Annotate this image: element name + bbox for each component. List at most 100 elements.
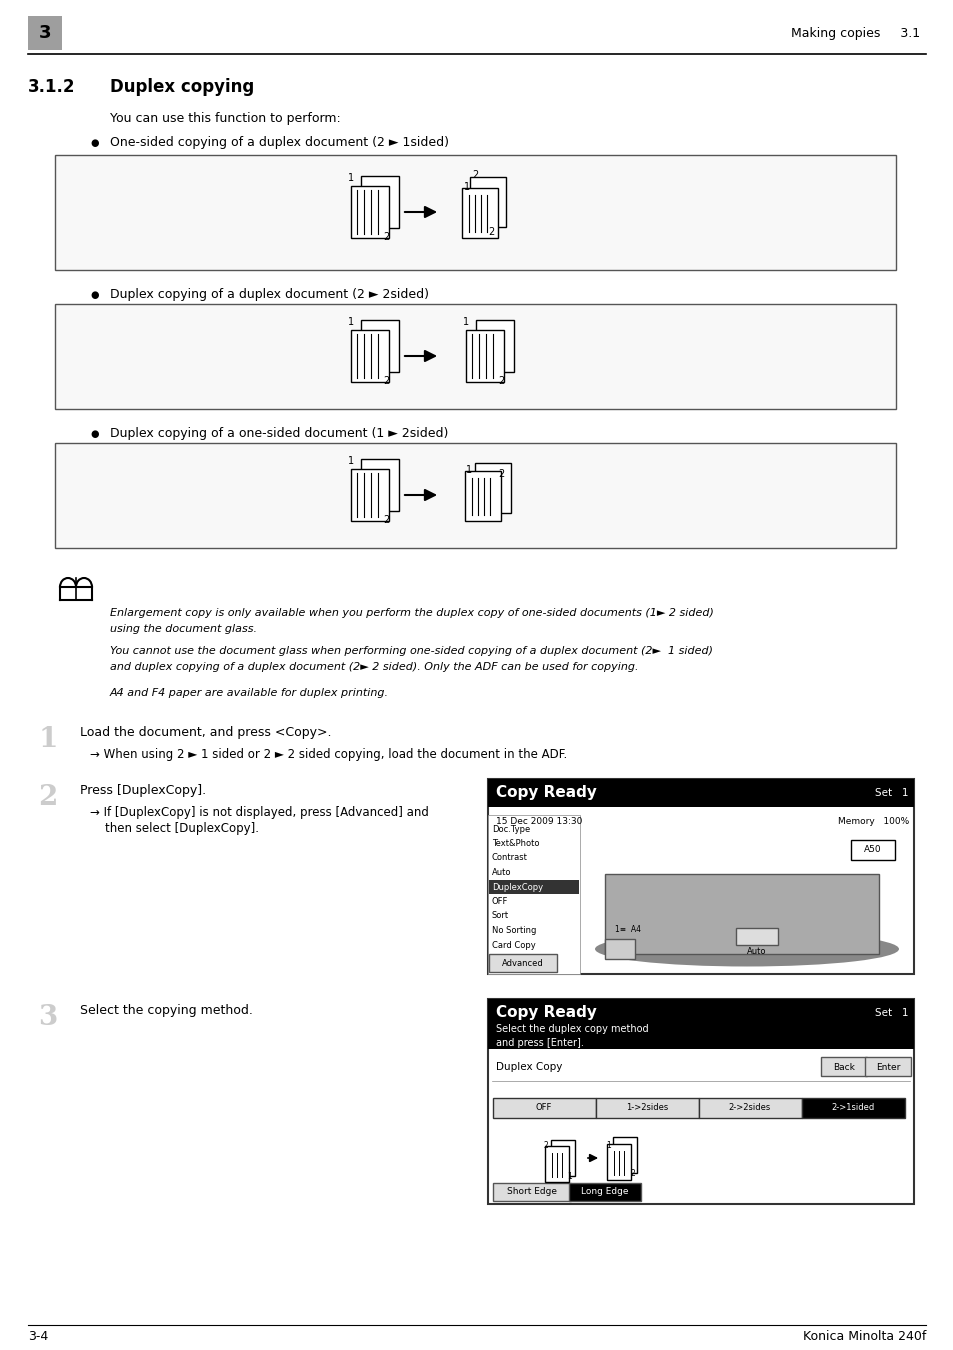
Bar xyxy=(55,443,895,548)
Text: ●: ● xyxy=(91,290,99,300)
FancyBboxPatch shape xyxy=(850,840,894,860)
Text: Duplex copying of a duplex document (2 ► 2sided): Duplex copying of a duplex document (2 ►… xyxy=(110,288,429,301)
Text: 1≡  A4: 1≡ A4 xyxy=(615,925,640,933)
Bar xyxy=(351,186,389,238)
Bar xyxy=(465,329,503,382)
Text: 1: 1 xyxy=(566,1172,571,1181)
Bar xyxy=(488,815,579,973)
Bar xyxy=(476,320,514,373)
FancyBboxPatch shape xyxy=(568,1183,640,1202)
Text: You cannot use the document glass when performing one-sided copying of a duplex : You cannot use the document glass when p… xyxy=(110,647,712,656)
Text: 2->1sided: 2->1sided xyxy=(830,1103,874,1112)
FancyBboxPatch shape xyxy=(596,1098,699,1118)
Text: Contrast: Contrast xyxy=(492,853,527,863)
Text: You can use this function to perform:: You can use this function to perform: xyxy=(110,112,340,126)
Text: 2: 2 xyxy=(498,468,504,479)
Text: 2->2sides: 2->2sides xyxy=(728,1103,770,1112)
Text: 2: 2 xyxy=(383,514,390,525)
Text: Text&Photo: Text&Photo xyxy=(492,838,539,848)
Text: Card Copy: Card Copy xyxy=(492,941,536,949)
FancyBboxPatch shape xyxy=(493,1098,596,1118)
Bar xyxy=(606,1143,630,1180)
Text: Memory   100%: Memory 100% xyxy=(837,817,908,825)
Text: → If [DuplexCopy] is not displayed, press [Advanced] and: → If [DuplexCopy] is not displayed, pres… xyxy=(90,806,429,819)
Bar xyxy=(551,1139,575,1176)
Ellipse shape xyxy=(595,931,898,967)
Bar xyxy=(544,1146,568,1183)
Text: and press [Enter].: and press [Enter]. xyxy=(496,1038,583,1048)
Text: 3-4: 3-4 xyxy=(28,1331,49,1343)
Text: 2: 2 xyxy=(38,784,57,811)
Bar xyxy=(488,779,913,807)
Text: Back: Back xyxy=(832,1062,854,1072)
FancyBboxPatch shape xyxy=(735,927,778,945)
Text: 1: 1 xyxy=(465,464,472,475)
Text: then select [DuplexCopy].: then select [DuplexCopy]. xyxy=(90,822,258,836)
Text: Set   1: Set 1 xyxy=(875,788,908,798)
Text: 1: 1 xyxy=(462,317,469,327)
Text: 1: 1 xyxy=(348,317,354,327)
Text: A4 and F4 paper are available for duplex printing.: A4 and F4 paper are available for duplex… xyxy=(110,688,389,698)
Bar xyxy=(604,873,878,954)
Bar xyxy=(464,471,500,521)
FancyBboxPatch shape xyxy=(489,954,557,972)
Text: OFF: OFF xyxy=(492,896,508,906)
Text: Enter: Enter xyxy=(875,1062,900,1072)
Text: 3: 3 xyxy=(39,24,51,42)
Bar xyxy=(360,320,398,373)
Text: 2: 2 xyxy=(543,1141,548,1150)
Bar xyxy=(470,177,505,227)
Text: 3: 3 xyxy=(38,1004,57,1031)
Bar xyxy=(488,999,913,1049)
Text: Select the duplex copy method: Select the duplex copy method xyxy=(496,1025,648,1034)
FancyBboxPatch shape xyxy=(801,1098,904,1118)
Text: → When using 2 ► 1 sided or 2 ► 2 sided copying, load the document in the ADF.: → When using 2 ► 1 sided or 2 ► 2 sided … xyxy=(90,748,567,761)
Text: Making copies     3.1: Making copies 3.1 xyxy=(790,27,919,39)
Text: 2: 2 xyxy=(472,170,477,180)
Text: and duplex copying of a duplex document (2► 2 sided). Only the ADF can be used f: and duplex copying of a duplex document … xyxy=(110,662,638,672)
Text: Set   1: Set 1 xyxy=(875,1008,908,1018)
Bar xyxy=(488,999,913,1204)
Text: Advanced: Advanced xyxy=(501,958,543,968)
Text: Auto: Auto xyxy=(492,868,511,878)
Text: 2: 2 xyxy=(383,377,390,386)
Text: Select the copying method.: Select the copying method. xyxy=(80,1004,253,1017)
Bar xyxy=(475,463,511,513)
Bar xyxy=(55,304,895,409)
Text: OFF: OFF xyxy=(536,1103,552,1112)
Text: 1: 1 xyxy=(348,456,354,466)
Bar xyxy=(28,16,62,50)
Text: 1: 1 xyxy=(463,182,470,192)
Text: Duplex copying of a one-sided document (1 ► 2sided): Duplex copying of a one-sided document (… xyxy=(110,427,448,440)
Bar xyxy=(360,176,398,228)
Text: A50: A50 xyxy=(863,845,881,855)
Bar xyxy=(461,188,497,238)
Text: 1->2sides: 1->2sides xyxy=(625,1103,667,1112)
Text: 15 Dec 2009 13:30: 15 Dec 2009 13:30 xyxy=(496,817,581,825)
Text: 2: 2 xyxy=(630,1169,635,1179)
FancyBboxPatch shape xyxy=(864,1057,910,1076)
Bar xyxy=(604,940,635,958)
Text: One-sided copying of a duplex document (2 ► 1sided): One-sided copying of a duplex document (… xyxy=(110,136,449,148)
FancyBboxPatch shape xyxy=(493,1183,571,1202)
Text: Enlargement copy is only available when you perform the duplex copy of one-sided: Enlargement copy is only available when … xyxy=(110,608,713,618)
Bar xyxy=(55,155,895,270)
Text: 1: 1 xyxy=(38,726,57,753)
Text: 3.1.2: 3.1.2 xyxy=(28,78,75,96)
Bar xyxy=(351,329,389,382)
Bar xyxy=(351,468,389,521)
Text: No Sorting: No Sorting xyxy=(492,926,536,936)
Bar xyxy=(613,1137,637,1173)
Text: Short Edge: Short Edge xyxy=(506,1188,557,1196)
Text: DuplexCopy: DuplexCopy xyxy=(492,883,542,891)
Text: 2: 2 xyxy=(498,377,504,386)
Text: 2: 2 xyxy=(488,227,495,238)
Text: 1: 1 xyxy=(605,1141,610,1150)
Text: Sort: Sort xyxy=(492,911,509,921)
Bar xyxy=(360,459,398,512)
Text: Auto: Auto xyxy=(746,948,766,957)
Text: using the document glass.: using the document glass. xyxy=(110,624,256,634)
Text: Copy Ready: Copy Ready xyxy=(496,786,597,801)
FancyBboxPatch shape xyxy=(821,1057,866,1076)
Text: Long Edge: Long Edge xyxy=(580,1188,628,1196)
